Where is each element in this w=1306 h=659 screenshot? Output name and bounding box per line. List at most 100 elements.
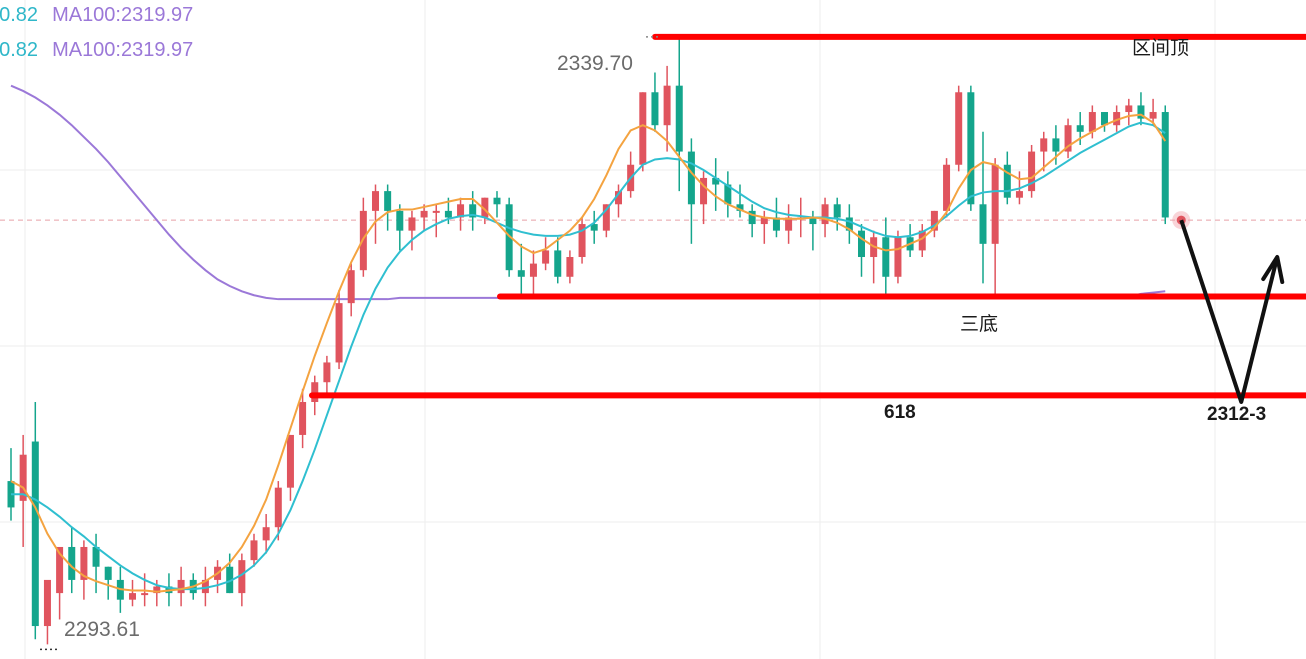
candle-body: [323, 362, 331, 383]
candle-body: [991, 164, 999, 244]
candle-body: [347, 270, 355, 304]
candle-body: [372, 191, 379, 211]
candle-body: [177, 579, 185, 594]
candle-body: [457, 204, 465, 218]
ma-legend-row-2: 30.82 MA100:2319.97: [0, 39, 193, 62]
candle-body: [955, 92, 963, 165]
candle-body: [772, 217, 780, 231]
ma100-label: MA100:2319.97: [52, 39, 194, 61]
candle-body: [129, 593, 136, 600]
candle-body: [894, 237, 902, 277]
candle-body: [930, 210, 938, 231]
candle-body: [104, 566, 112, 580]
candle-body: [687, 151, 695, 205]
candle-body: [748, 210, 756, 225]
candle-body: [1064, 125, 1072, 152]
ma-fast-line: [10, 113, 1167, 593]
candles: [7, 36, 1169, 645]
candle-body: [809, 217, 817, 225]
candle-body: [724, 184, 732, 205]
candle-body: [250, 540, 258, 561]
candle-body: [226, 566, 234, 594]
candle-body: [1003, 164, 1011, 198]
ma-mid-line: [11, 121, 1166, 591]
projection-path: [1179, 219, 1280, 404]
candle-body: [493, 197, 501, 205]
candle-body: [299, 401, 307, 435]
candle-body: [481, 197, 489, 218]
candle-body: [19, 454, 27, 501]
candle-body: [238, 560, 246, 594]
candle-body: [615, 191, 622, 205]
projection-arrowhead: [1261, 255, 1285, 285]
candle-body: [1088, 112, 1096, 132]
candle-body: [566, 257, 574, 277]
candle-body: [43, 579, 51, 627]
candle-body: [517, 270, 525, 277]
candle-body: [80, 546, 88, 580]
candle-body: [408, 217, 416, 231]
candle-body: [845, 217, 853, 231]
candle-body: [384, 191, 392, 211]
candle-body: [979, 204, 987, 244]
candle-body: [821, 204, 829, 225]
candle-body: [785, 217, 793, 231]
ma100-label: MA100:2319.97: [52, 4, 194, 26]
candle-body: [444, 210, 452, 218]
ma-short-value: 30.82: [0, 39, 39, 61]
candle-body: [262, 527, 270, 541]
candle-body: [590, 224, 598, 231]
candle-body: [1149, 112, 1157, 119]
candle-body: [335, 303, 343, 363]
candle-body: [639, 92, 647, 165]
candle-body: [833, 204, 841, 218]
ma-legend-row-1: 30.82 MA100:2319.97: [0, 4, 193, 27]
candle-body: [578, 224, 586, 258]
candle-body: [56, 546, 64, 594]
range-top-label: 区间顶: [1132, 37, 1190, 59]
ma-short-value: 30.82: [0, 4, 39, 26]
candle-body: [882, 237, 890, 277]
candle-body: [432, 210, 440, 213]
high-price-label: 2339.70: [557, 52, 633, 75]
candle-body: [529, 263, 537, 277]
candle-body: [943, 164, 951, 211]
candle-body: [1113, 112, 1121, 126]
candle-body: [1101, 112, 1108, 126]
candle-body: [420, 210, 428, 218]
candle-body: [918, 230, 926, 251]
candle-body: [68, 546, 76, 580]
candle-body: [1052, 138, 1060, 152]
candle-body: [663, 85, 671, 126]
candle-body: [736, 204, 744, 211]
candle-body: [31, 441, 39, 627]
candle-body: [651, 92, 659, 126]
candle-body: [469, 204, 477, 218]
candle-body: [858, 230, 865, 258]
candle-body: [554, 250, 562, 277]
candle-body: [1076, 125, 1084, 132]
level-lines: [309, 33, 1306, 399]
day-618-label: 618: [884, 402, 916, 423]
candle-body: [141, 593, 149, 596]
candle-body: [700, 177, 708, 205]
candle-body: [274, 487, 282, 528]
low-price-label: 2293.61: [64, 618, 140, 641]
candle-body: [311, 382, 319, 402]
candle-body: [760, 217, 768, 225]
candle-body: [286, 434, 294, 488]
candle-body: [1161, 112, 1169, 218]
candle-body: [396, 210, 404, 231]
candle-body: [1015, 191, 1023, 198]
candle-body: [201, 579, 209, 594]
candle-body: [967, 92, 975, 205]
projection-arrow: [1179, 219, 1285, 404]
target-label: 2312-3: [1207, 404, 1267, 425]
candle-body: [1040, 138, 1048, 152]
candle-body: [1125, 105, 1133, 113]
candle-body: [1137, 105, 1145, 119]
candle-body: [712, 177, 720, 185]
candle-body: [1028, 151, 1036, 192]
